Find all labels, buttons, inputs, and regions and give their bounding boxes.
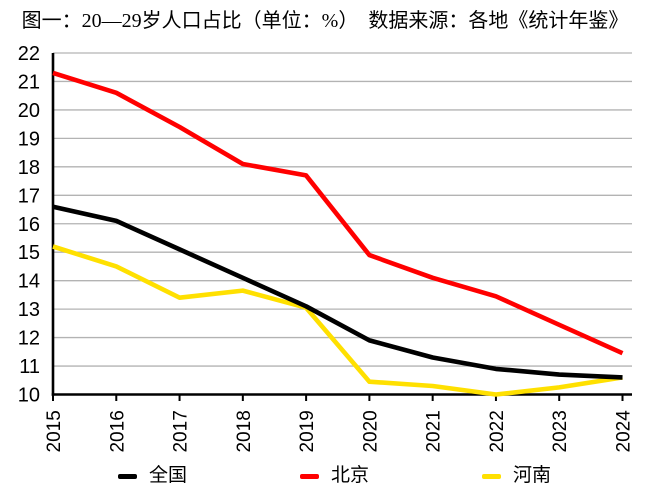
- series-line-2: [52, 244, 623, 397]
- y-tick-label: 13: [18, 299, 40, 321]
- y-tick-label: 14: [18, 271, 40, 293]
- x-tick-label: 2015: [44, 410, 65, 452]
- x-tick-label: 2024: [614, 410, 635, 453]
- y-tick-label: 11: [19, 356, 40, 378]
- legend-label-national: 全国: [149, 465, 188, 486]
- x-tick-label: 2021: [424, 410, 445, 452]
- line-chart: 2015 2016 2017 2018 2019 2020 2021 2022 2023 2024…: [18, 43, 635, 453]
- legend-item-national: 全国: [118, 464, 187, 488]
- x-tick-label: 2022: [487, 410, 508, 452]
- x-tick-label: 2019: [297, 410, 318, 452]
- legend-label-beijing: 北京: [331, 465, 370, 486]
- y-tick-label: 16: [18, 214, 40, 236]
- chart-title: 图一：20—29岁人口占比（单位：%） 数据来源：各地《统计年鉴》: [21, 10, 629, 32]
- y-tick-label: 10: [18, 385, 40, 407]
- legend-swatch-beijing: [300, 473, 319, 479]
- legend-label-henan: 河南: [513, 465, 552, 486]
- series-line-1: [52, 70, 624, 356]
- y-tick-label: 17: [18, 185, 40, 207]
- legend-swatch-national: [118, 473, 137, 479]
- y-tick-label: 18: [18, 157, 40, 179]
- y-tick-label: 22: [18, 43, 40, 65]
- series-line-0: [52, 204, 623, 380]
- legend-item-beijing: 北京: [300, 464, 369, 488]
- x-tick-label: 2023: [550, 410, 571, 452]
- x-tick-label: 2020: [360, 410, 381, 452]
- y-tick-label: 12: [18, 328, 40, 350]
- x-tick-label: 2017: [171, 410, 192, 452]
- legend-item-henan: 河南: [482, 464, 551, 488]
- x-tick-label: 2018: [234, 410, 255, 452]
- y-tick-label: 15: [18, 242, 40, 264]
- y-tick-label: 19: [18, 128, 40, 150]
- x-tick-label: 2016: [107, 410, 128, 452]
- legend-swatch-henan: [482, 473, 501, 479]
- y-tick-label: 21: [18, 71, 40, 93]
- y-tick-label: 20: [18, 100, 40, 122]
